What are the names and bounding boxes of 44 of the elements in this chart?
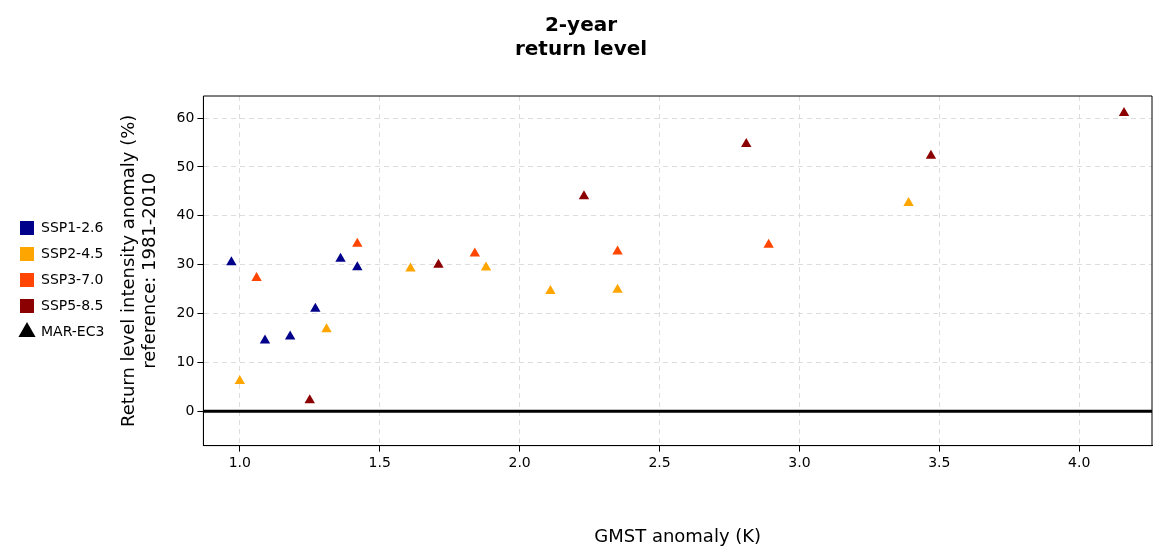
point (251, 271, 262, 281)
point (741, 137, 752, 147)
y-tick-label: 50 (176, 157, 195, 174)
point (405, 262, 416, 272)
point (480, 261, 492, 271)
x-tick-label: 1.0 (228, 453, 251, 470)
point (545, 285, 556, 295)
point (335, 252, 346, 262)
point (321, 323, 332, 333)
point (1118, 107, 1130, 117)
point (578, 190, 590, 200)
x-tick-label: 3.5 (928, 453, 951, 470)
point (903, 197, 914, 207)
point (310, 302, 321, 312)
chart-title: 2-year return level (514, 12, 648, 61)
y-tick-label: 10 (176, 353, 195, 370)
point (352, 261, 363, 271)
point (226, 256, 237, 266)
y-tick-label: 40 (176, 206, 195, 223)
legend-label: SSP3-7.0 (41, 270, 104, 287)
point (304, 394, 315, 404)
x-axis-title: GMST anomaly (K) (594, 524, 762, 546)
x-tick-label: 2.5 (648, 453, 671, 470)
y-tick-label: 0 (185, 402, 195, 419)
y-tick-label: 20 (176, 304, 195, 321)
x-tick-label: 2.0 (508, 453, 531, 470)
legend-label: MAR-EC3 (41, 322, 105, 339)
x-tick-label: 4.0 (1068, 453, 1091, 470)
x-tick-label: 1.5 (368, 453, 391, 470)
y-axis-title: Return level intensity anomaly (%) reference: 1981-2010 (116, 114, 160, 427)
legend-label: SSP1-2.6 (41, 218, 104, 235)
point (284, 330, 296, 340)
point (259, 334, 271, 344)
legend-label: SSP2-4.5 (41, 244, 104, 261)
point (352, 237, 363, 247)
point (433, 258, 444, 268)
legend-label: SSP5-8.5 (41, 296, 104, 313)
point (612, 283, 623, 293)
y-tick-label: 60 (176, 108, 195, 125)
y-tick-label: 30 (176, 255, 195, 272)
point (234, 375, 245, 385)
x-tick-label: 3.0 (788, 453, 811, 470)
point (925, 149, 937, 159)
point (763, 238, 774, 248)
